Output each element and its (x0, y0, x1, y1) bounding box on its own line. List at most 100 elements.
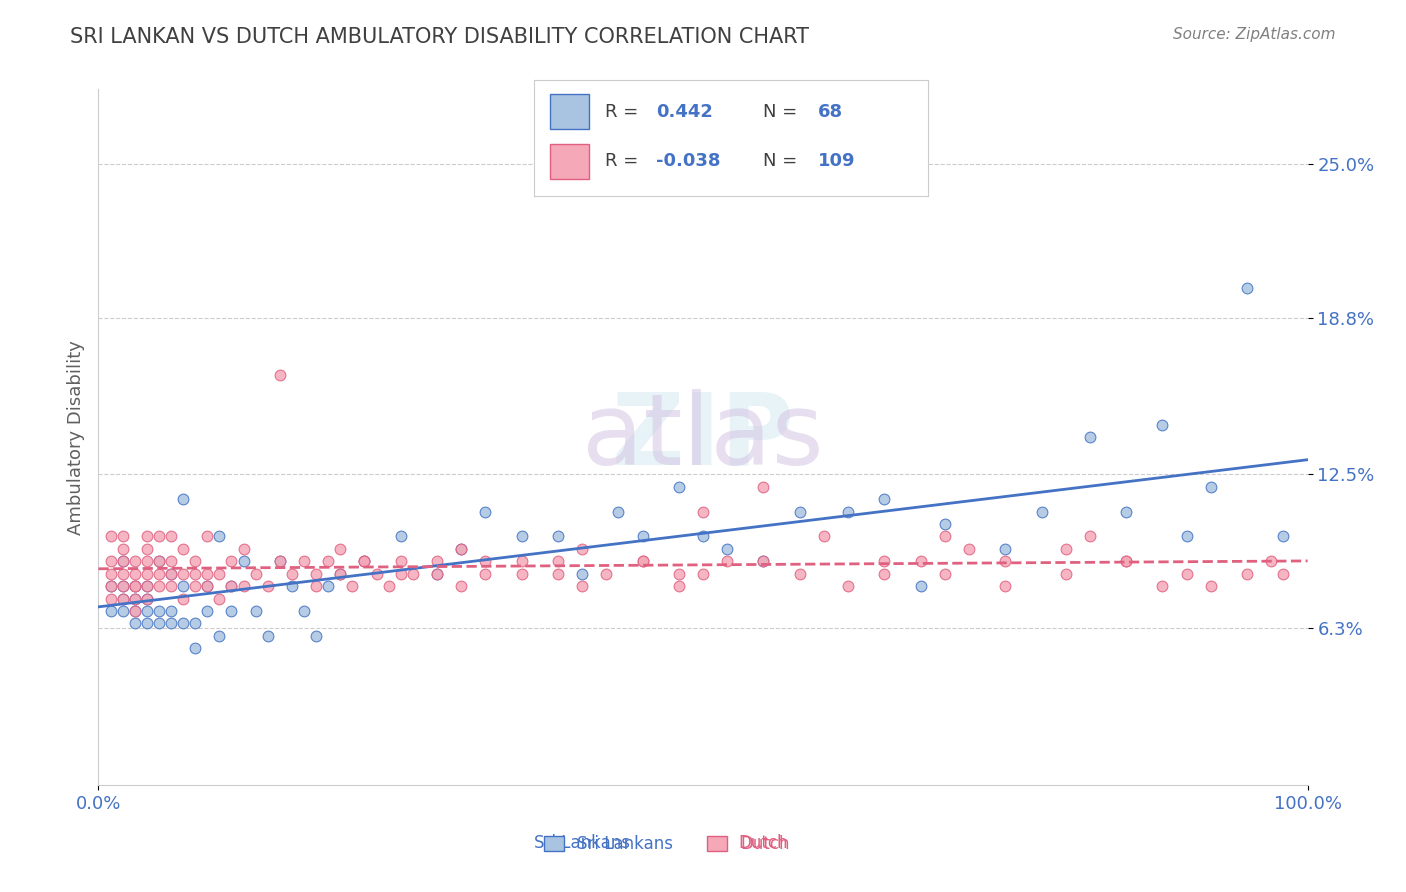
Point (631, 529, 654, 543)
Point (148, 579, 170, 593)
Point (353, 554, 375, 568)
Point (269, 368, 291, 382)
Point (366, 566, 388, 581)
Point (1152, 579, 1174, 593)
Point (692, 529, 714, 543)
Legend: Sri Lankans, Dutch: Sri Lankans, Dutch (537, 829, 796, 860)
Point (281, 579, 304, 593)
Point (426, 554, 449, 568)
Point (631, 554, 654, 568)
Point (135, 604, 157, 618)
Point (752, 480, 775, 494)
Point (1272, 529, 1295, 543)
Point (124, 604, 146, 618)
Point (111, 529, 134, 543)
Point (1175, 566, 1198, 581)
Point (184, 579, 207, 593)
Point (135, 591, 157, 606)
Point (389, 529, 412, 543)
Text: ZIP: ZIP (612, 389, 794, 485)
Point (100, 554, 122, 568)
Point (934, 516, 956, 531)
Point (195, 529, 218, 543)
Point (221, 554, 243, 568)
Point (450, 541, 472, 556)
Point (789, 505, 811, 519)
Point (269, 554, 291, 568)
Point (474, 554, 496, 568)
Point (595, 566, 617, 581)
Point (172, 541, 194, 556)
Point (135, 529, 157, 543)
Point (245, 566, 267, 581)
Point (450, 579, 472, 593)
Text: Dutch: Dutch (738, 834, 789, 852)
Point (100, 529, 122, 543)
Point (172, 591, 194, 606)
Point (292, 554, 315, 568)
Point (547, 529, 569, 543)
Point (160, 529, 183, 543)
Point (474, 505, 496, 519)
Text: R =: R = (605, 153, 638, 170)
Point (1152, 417, 1174, 432)
Point (221, 604, 243, 618)
Point (377, 579, 399, 593)
Point (221, 579, 243, 593)
Point (813, 529, 835, 543)
Point (195, 566, 218, 581)
Point (1078, 430, 1101, 444)
Point (160, 554, 183, 568)
Point (195, 604, 218, 618)
Y-axis label: Ambulatory Disability: Ambulatory Disability (66, 340, 84, 534)
Point (1054, 566, 1077, 581)
Point (148, 604, 170, 618)
Point (135, 591, 157, 606)
Point (994, 541, 1017, 556)
Text: R =: R = (605, 103, 638, 120)
Point (135, 554, 157, 568)
Point (111, 591, 134, 606)
Point (245, 604, 267, 618)
Point (111, 604, 134, 618)
FancyBboxPatch shape (550, 144, 589, 178)
Point (124, 579, 146, 593)
Point (172, 616, 194, 631)
FancyBboxPatch shape (550, 95, 589, 129)
Point (571, 541, 593, 556)
Text: atlas: atlas (582, 389, 824, 485)
Point (172, 566, 194, 581)
Point (1175, 529, 1198, 543)
Point (910, 579, 932, 593)
Point (353, 554, 375, 568)
Point (111, 554, 134, 568)
Point (232, 554, 254, 568)
Point (135, 566, 157, 581)
Point (124, 554, 146, 568)
Point (269, 554, 291, 568)
Point (124, 579, 146, 593)
Point (135, 616, 157, 631)
Point (195, 579, 218, 593)
Point (208, 566, 231, 581)
Point (1078, 529, 1101, 543)
Point (111, 541, 134, 556)
Point (547, 566, 569, 581)
Point (1115, 505, 1137, 519)
Point (631, 554, 654, 568)
Point (316, 579, 339, 593)
Point (910, 554, 932, 568)
Point (957, 541, 980, 556)
Point (124, 591, 146, 606)
Point (1260, 554, 1282, 568)
Point (256, 629, 278, 643)
Point (135, 579, 157, 593)
Point (342, 579, 364, 593)
Point (1054, 541, 1077, 556)
Point (1199, 480, 1222, 494)
Point (148, 616, 170, 631)
Point (668, 480, 690, 494)
Point (571, 579, 593, 593)
Point (837, 579, 859, 593)
Point (160, 604, 183, 618)
